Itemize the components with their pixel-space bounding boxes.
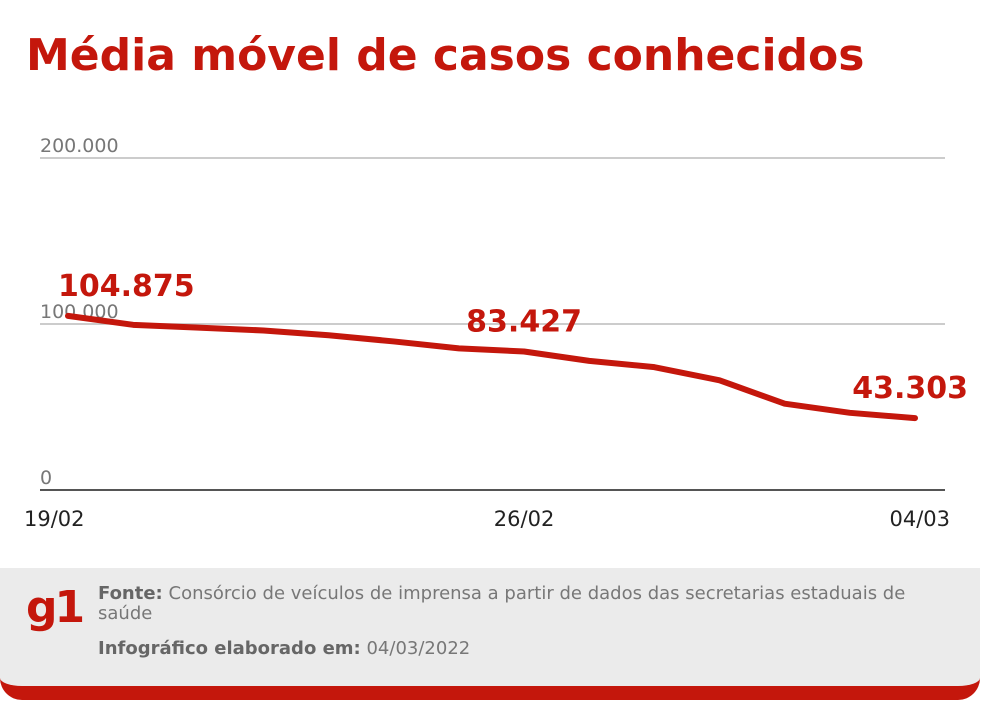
chart: Média móvel de casos conhecidos 0100.000… — [24, 30, 968, 531]
value-label: 83.427 — [466, 305, 582, 340]
value-label: 43.303 — [852, 371, 968, 406]
logo: g1 — [26, 582, 85, 633]
x-tick-label: 19/02 — [24, 507, 85, 531]
source-label: Fonte: — [98, 583, 163, 604]
date: Infográfico elaborado em: 04/03/2022 — [98, 638, 470, 659]
value-label: 104.875 — [58, 269, 195, 304]
footer: g1 Fonte: Consórcio de veículos de impre… — [0, 568, 980, 700]
date-label: Infográfico elaborado em: — [98, 638, 361, 659]
source: Fonte: Consórcio de veículos de imprensa… — [98, 584, 918, 624]
date-text: 04/03/2022 — [366, 638, 471, 659]
x-tick-label: 26/02 — [494, 507, 555, 531]
y-tick-label: 200.000 — [40, 135, 119, 157]
x-tick-label: 04/03 — [889, 507, 950, 531]
source-text: Consórcio de veículos de imprensa a part… — [98, 583, 906, 624]
data-line — [65, 312, 918, 422]
y-tick-label: 0 — [40, 467, 52, 489]
chart-title: Média móvel de casos conhecidos — [26, 30, 864, 81]
